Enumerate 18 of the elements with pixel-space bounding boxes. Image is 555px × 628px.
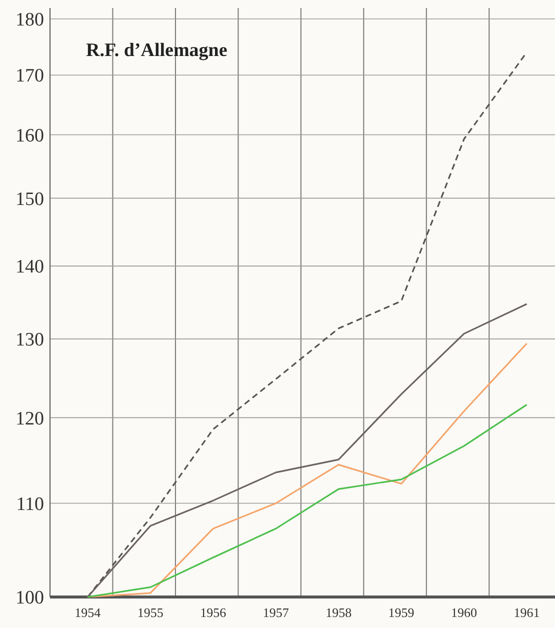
x-tick-label: 1957 xyxy=(262,605,290,620)
y-tick-label: 160 xyxy=(16,125,44,146)
x-tick-label: 1955 xyxy=(137,605,164,620)
y-tick-label: 130 xyxy=(16,330,44,351)
x-tick-label: 1958 xyxy=(326,605,352,620)
y-tick-label: 140 xyxy=(16,256,44,278)
x-tick-label: 1959 xyxy=(388,605,414,620)
line-series xyxy=(86,404,528,598)
x-tick-label: 1954 xyxy=(74,605,102,620)
y-tick-label: 100 xyxy=(16,588,44,609)
x-tick-label: 1960 xyxy=(451,605,478,620)
y-tick-label: 110 xyxy=(16,494,44,515)
y-tick-label: 150 xyxy=(16,188,44,210)
y-tick-label: 170 xyxy=(16,66,44,87)
x-tick-label: 1961 xyxy=(514,605,540,620)
y-tick-label: 180 xyxy=(16,10,44,31)
y-tick-label: 120 xyxy=(16,408,44,430)
x-tick-label: 1956 xyxy=(200,605,227,620)
